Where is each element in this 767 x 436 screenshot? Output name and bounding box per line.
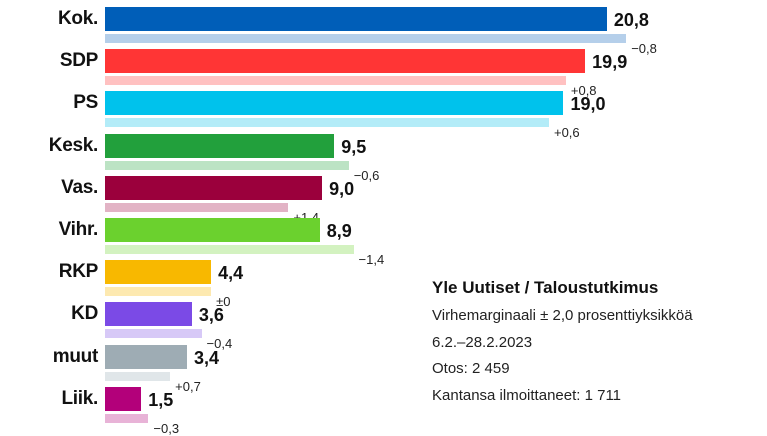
change-label: −0,3 (153, 420, 180, 436)
bar (105, 302, 192, 327)
value-label: 9,5 (341, 136, 367, 157)
party-label: SDP (59, 50, 98, 72)
bar (105, 344, 188, 369)
bar (105, 175, 323, 200)
change-label: +0,8 (570, 83, 597, 99)
value-label: 19,0 (570, 94, 606, 115)
previous-bar (105, 287, 212, 297)
previous-bar (105, 329, 202, 339)
party-label: Liik. (61, 387, 98, 409)
previous-bar (105, 245, 354, 254)
sample-size: Otos: 2 459 (432, 360, 510, 377)
value-label: 19,9 (592, 52, 628, 73)
previous-bar (105, 413, 149, 423)
party-label: Vas. (61, 176, 98, 198)
bar (105, 386, 142, 411)
previous-bar (105, 160, 349, 170)
previous-bar (105, 371, 171, 381)
value-label: 3,4 (194, 347, 220, 368)
bar (105, 7, 607, 31)
poll-info: Yle Uutiset / Taloustutkimus Virhemargin… (432, 276, 693, 409)
bar (105, 91, 564, 116)
previous-bar (105, 76, 566, 86)
bar (105, 133, 335, 158)
value-label: 3,6 (198, 305, 224, 326)
party-label: Kesk. (48, 134, 99, 156)
margin-of-error: Virhemarginaali ± 2,0 prosenttiyksikköä (432, 307, 693, 324)
party-label: PS (73, 92, 98, 114)
poll-period: 6.2.–28.2.2023 (432, 333, 533, 351)
previous-bar (105, 118, 549, 128)
poll-source-title: Yle Uutiset / Taloustutkimus (432, 278, 659, 297)
bar (105, 49, 586, 74)
previous-bar (105, 202, 289, 212)
party-label: RKP (58, 261, 99, 283)
party-label: KD (71, 303, 98, 325)
party-label: Kok. (58, 8, 98, 29)
value-label: 4,4 (218, 263, 244, 284)
value-label: 9,0 (329, 178, 355, 199)
value-label: 8,9 (326, 221, 352, 241)
bar (105, 218, 320, 242)
previous-bar (105, 34, 627, 43)
change-label: +0,7 (175, 378, 201, 394)
change-label: ±0 (216, 294, 231, 310)
change-label: −0,4 (206, 336, 233, 352)
change-label: −0,6 (353, 167, 380, 183)
party-label: muut (52, 345, 99, 367)
party-label: Vihr. (58, 219, 99, 240)
respondents-with-party: Kantansa ilmoittaneet: 1 711 (432, 386, 622, 404)
bar (105, 260, 212, 285)
change-label: −0,8 (631, 41, 657, 56)
value-label: 20,8 (613, 10, 649, 30)
change-label: −1,4 (358, 252, 385, 267)
change-label: +0,6 (553, 125, 580, 141)
value-label: 1,5 (148, 389, 174, 410)
